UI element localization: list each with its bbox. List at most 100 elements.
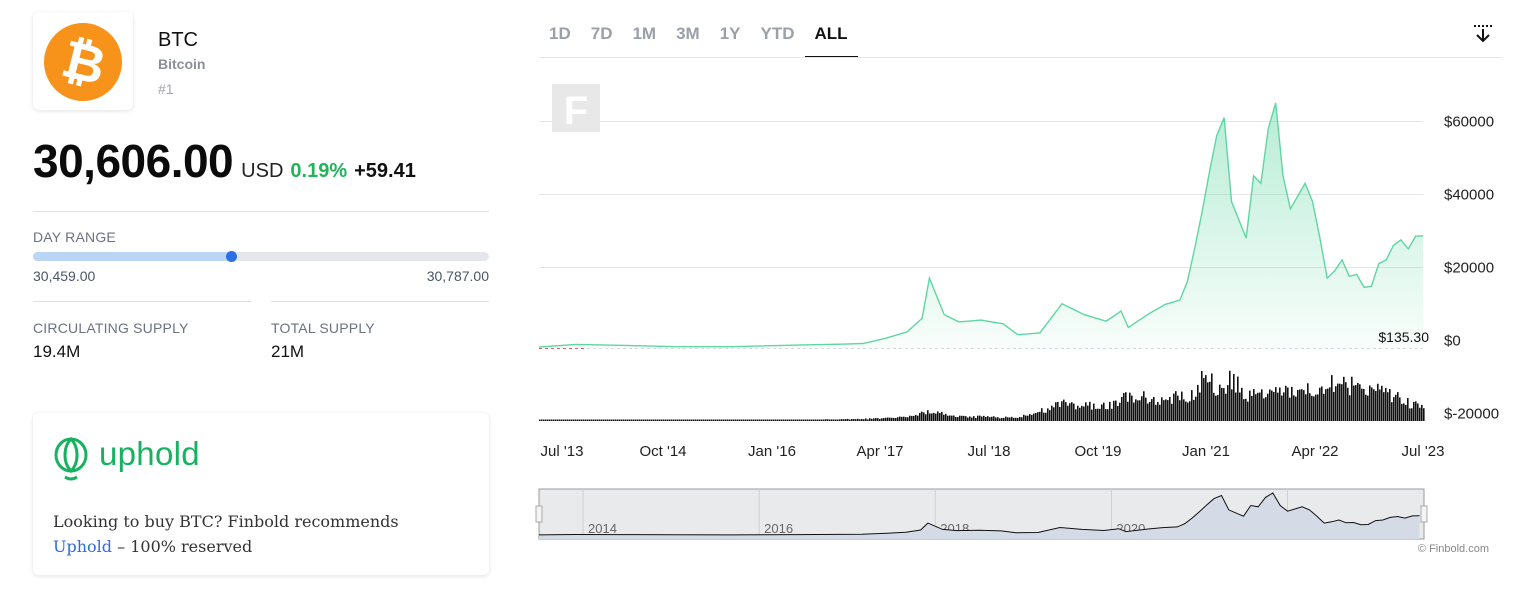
volume-bar: [905, 417, 907, 421]
promo-card[interactable]: uphold Looking to buy BTC? Finbold recom…: [33, 413, 489, 575]
volume-bar: [1219, 384, 1221, 421]
volume-bar: [1253, 389, 1255, 421]
volume-bar: [1411, 408, 1413, 421]
volume-bar: [1341, 384, 1343, 421]
volume-bar: [645, 419, 647, 421]
volume-bar: [1251, 395, 1253, 421]
volume-bar: [735, 419, 737, 421]
volume-bar: [1413, 401, 1415, 421]
volume-bar: [1365, 394, 1367, 421]
volume-bar: [843, 419, 845, 421]
tab-all[interactable]: ALL: [804, 18, 858, 58]
volume-bar: [727, 419, 729, 421]
volume-bar: [899, 416, 901, 421]
volume-bar: [1161, 397, 1163, 421]
volume-bar: [1409, 408, 1411, 421]
x-tick-label: Jul '13: [541, 443, 584, 460]
volume-bar: [653, 419, 655, 421]
tab-1d[interactable]: 1D: [549, 24, 571, 43]
volume-bar: [1259, 392, 1261, 421]
volume-bar: [1095, 408, 1097, 421]
volume-bar: [675, 419, 677, 421]
volume-bar: [1039, 411, 1041, 421]
volume-bar: [913, 415, 915, 421]
volume-bar: [605, 419, 607, 421]
volume-bar: [1159, 404, 1161, 421]
volume-bar: [1101, 404, 1103, 421]
download-icon[interactable]: [1472, 24, 1494, 44]
navigator-left-handle[interactable]: [535, 505, 543, 523]
volume-bar: [615, 419, 617, 421]
volume-bar: [1089, 401, 1091, 421]
tab-7d[interactable]: 7D: [590, 24, 613, 43]
volume-bar: [1155, 404, 1157, 421]
volume-bar: [883, 418, 885, 421]
divider: [271, 301, 489, 302]
promo-brand: uphold: [99, 435, 200, 472]
volume-bar: [563, 419, 565, 421]
volume-bar: [1347, 387, 1349, 421]
volume-bar: [1343, 376, 1345, 421]
navigator-right-handle[interactable]: [1420, 505, 1428, 523]
volume-bar: [1307, 383, 1309, 421]
volume-bar: [1331, 375, 1333, 421]
volume-bar: [1377, 383, 1379, 421]
volume-bar: [981, 416, 983, 421]
volume-bar: [1083, 406, 1085, 421]
volume-bar: [1323, 393, 1325, 421]
uphold-link[interactable]: Uphold: [53, 537, 113, 556]
volume-bar: [1189, 401, 1191, 421]
volume-bar: [1005, 416, 1007, 421]
day-range-marker: [226, 251, 238, 262]
volume-bar: [1393, 397, 1395, 421]
volume-bar: [591, 419, 593, 421]
bitcoin-icon: ₿: [44, 23, 122, 101]
volume-bar: [595, 419, 597, 421]
volume-bar: [797, 419, 799, 421]
volume-bar: [621, 419, 623, 421]
y-tick-label: $-20000: [1444, 406, 1499, 423]
volume-bar: [1173, 393, 1175, 421]
volume-bar: [1381, 385, 1383, 421]
volume-bar: [1165, 399, 1167, 421]
volume-bar: [1085, 402, 1087, 421]
volume-bar: [1333, 391, 1335, 421]
volume-bar: [569, 419, 571, 421]
volume-bar: [1205, 375, 1207, 421]
price-value: 30,606.00: [33, 135, 234, 187]
volume-bar: [1123, 393, 1125, 421]
volume-bar: [993, 416, 995, 421]
volume-bar: [721, 419, 723, 421]
navigator-background[interactable]: [538, 488, 1425, 540]
tab-1y[interactable]: 1Y: [719, 24, 741, 43]
volume-bar: [701, 419, 703, 421]
tab-ytd[interactable]: YTD: [760, 24, 795, 43]
uphold-logo-icon: [54, 436, 88, 481]
volume-bar: [941, 411, 943, 421]
tab-3m[interactable]: 3M: [676, 24, 700, 43]
volume-bar: [1363, 388, 1365, 421]
volume-bar: [1045, 412, 1047, 421]
volume-bar: [1419, 407, 1421, 421]
volume-bar: [903, 416, 905, 421]
volume-bar: [1359, 384, 1361, 421]
volume-bar: [1017, 418, 1019, 421]
volume-bar: [597, 419, 599, 421]
volume-bar: [765, 419, 767, 421]
volume-bar: [1067, 405, 1069, 421]
volume-bar: [915, 415, 917, 421]
volume-bar: [995, 417, 997, 421]
volume-bar: [1241, 387, 1243, 421]
volume-bar: [1069, 403, 1071, 421]
volume-bar: [1037, 412, 1039, 421]
promo-text: Looking to buy BTC? Finbold recommends U…: [53, 509, 473, 559]
volume-bar: [893, 417, 895, 421]
volume-bar: [907, 417, 909, 421]
volume-bar: [1073, 403, 1075, 421]
tab-1m[interactable]: 1M: [632, 24, 657, 43]
day-range-low: 30,459.00: [33, 268, 96, 284]
volume-bar: [1281, 395, 1283, 421]
volume-bar: [1293, 395, 1295, 421]
volume-bar: [1383, 392, 1385, 421]
volume-bar: [747, 419, 749, 421]
